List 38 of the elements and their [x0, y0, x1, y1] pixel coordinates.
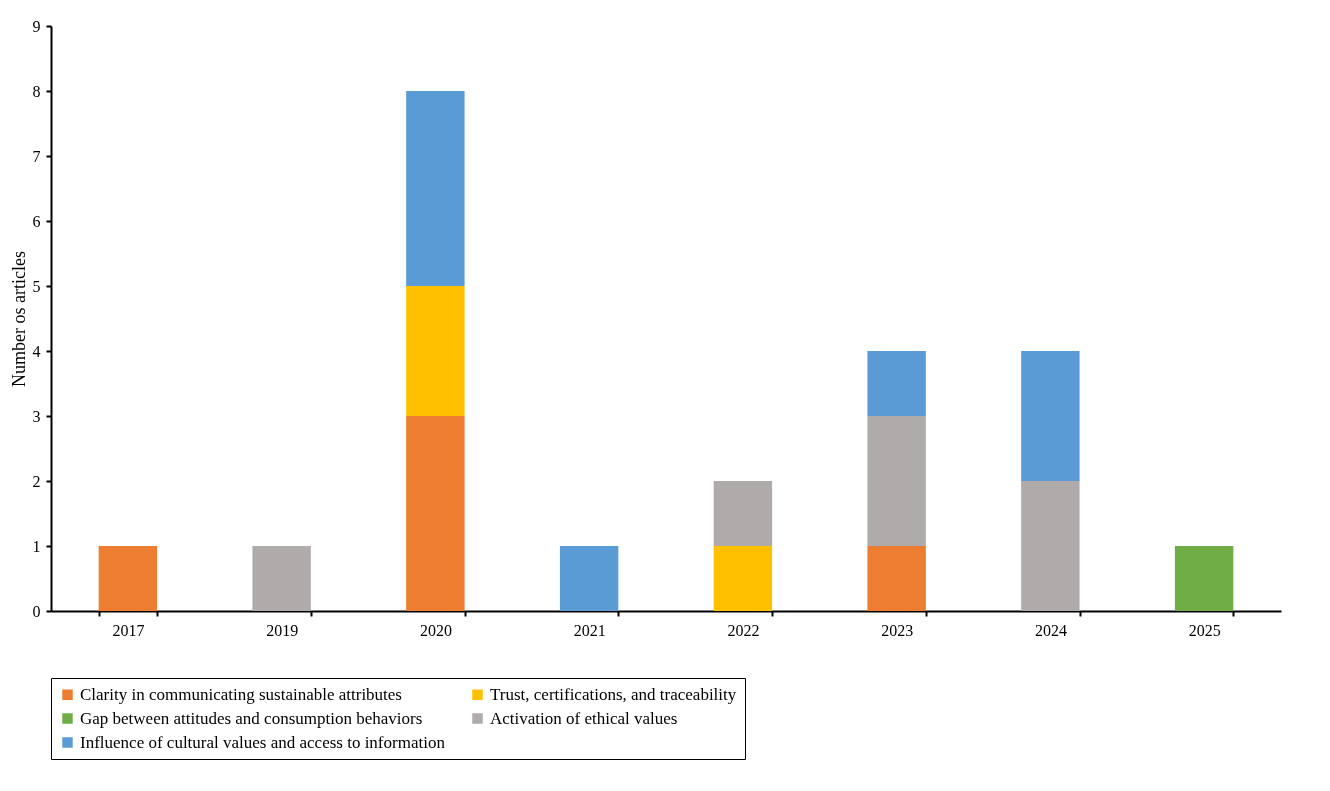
y-tick-label: 1 [32, 537, 41, 555]
y-tick-label: 9 [32, 17, 41, 35]
legend-label: Activation of ethical values [490, 708, 678, 728]
y-tick-label: 6 [32, 212, 41, 230]
bar [867, 351, 926, 416]
y-axis-title: Number os articles [8, 251, 29, 387]
x-tick-label: 2017 [112, 621, 145, 639]
y-tick-label: 7 [32, 147, 41, 165]
bar [1021, 481, 1080, 611]
bar [867, 416, 926, 546]
bar [713, 546, 773, 611]
bar [252, 546, 311, 611]
x-tick-label: 2022 [727, 621, 760, 639]
x-tick-label: 2024 [1034, 621, 1067, 639]
bar [867, 546, 926, 611]
legend-label: Gap between attitudes and consumption behaviors [80, 708, 423, 728]
y-tick-label: 3 [32, 407, 41, 425]
bar [406, 416, 465, 611]
bar [1021, 351, 1080, 481]
legend-label: Influence of cultural values and access to information [80, 732, 446, 752]
y-tick-label: 5 [32, 277, 41, 295]
bar [559, 546, 619, 611]
legend-label: Clarity in communicating sustainable attributes [80, 684, 402, 704]
bar [713, 481, 773, 546]
y-tick-label: 8 [32, 82, 41, 100]
y-tick-label: 2 [32, 472, 41, 490]
bar [406, 286, 465, 416]
x-tick-label: 2019 [266, 621, 299, 639]
bar [98, 546, 158, 611]
x-tick-label: 2023 [881, 621, 914, 639]
y-tick-label: 0 [32, 602, 41, 620]
bar [406, 91, 465, 286]
x-tick-label: 2021 [573, 621, 606, 639]
x-tick-label: 2025 [1188, 621, 1221, 639]
x-tick-label: 2020 [419, 621, 452, 639]
y-tick-label: 4 [32, 342, 41, 360]
bar [1174, 546, 1234, 611]
legend-label: Trust, certifications, and traceability [490, 684, 737, 704]
